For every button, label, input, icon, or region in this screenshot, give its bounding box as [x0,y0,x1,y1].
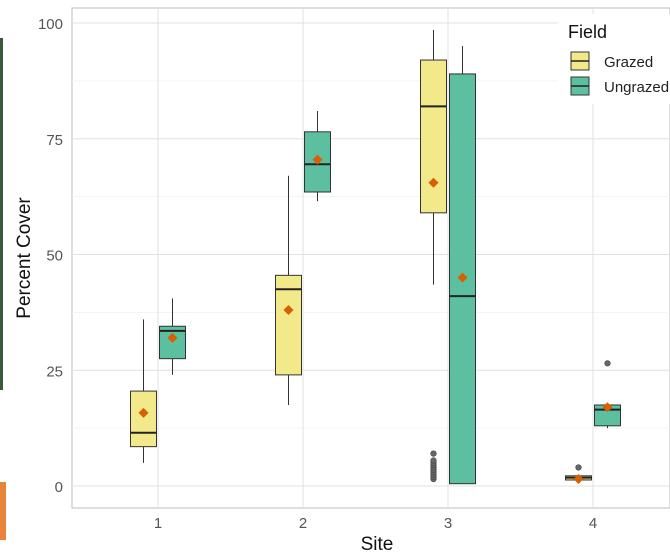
outlier-point [430,450,437,457]
box-body [130,390,157,448]
x-tick-labels: 1 2 3 4 [154,515,597,532]
legend-key-grazed: Grazed [570,51,653,71]
left-edge-accent [0,482,6,540]
outlier-point [604,360,611,367]
mean-marker [138,407,149,418]
legend-title: Field [568,22,607,42]
y-tick-label: 0 [55,479,63,496]
x-tick-label: 1 [154,515,162,532]
box-grazed-site-2 [275,175,302,405]
mean-marker [428,177,439,188]
mean-marker [573,474,584,485]
x-tick-label: 2 [299,515,307,532]
mean-marker [457,272,468,283]
x-axis-label: Site [361,534,394,553]
y-axis-label: Percent Cover [14,197,35,319]
y-tick-label: 100 [38,16,63,33]
box-grazed-site-1 [130,319,157,463]
box-grazed-site-4 [565,464,592,485]
y-tick-labels: 0 25 50 75 100 [38,16,63,496]
box-grazed-site-3 [420,29,447,483]
boxes-layer [130,29,621,485]
box-body [275,274,302,376]
x-tick-label: 3 [444,515,452,532]
left-edge-strip [0,38,3,390]
legend-label: Ungrazed [604,79,669,96]
legend: Field Grazed Ungrazed [558,14,670,104]
mean-marker [167,332,178,343]
mean-marker [312,154,323,165]
y-tick-label: 50 [46,248,63,265]
x-tick-label: 4 [589,515,597,532]
box-body [420,59,447,214]
y-tick-label: 25 [46,363,63,380]
y-tick-label: 75 [46,132,63,149]
outlier-point [430,457,437,464]
outlier-point [575,464,582,471]
mean-marker [283,305,294,316]
legend-key-ungrazed: Ungrazed [570,76,669,96]
box-ungrazed-site-1 [159,298,186,375]
box-ungrazed-site-3 [449,46,476,485]
box-ungrazed-site-4 [594,360,621,429]
mean-marker [602,402,613,413]
box-ungrazed-site-2 [304,110,331,202]
legend-label: Grazed [604,54,653,71]
